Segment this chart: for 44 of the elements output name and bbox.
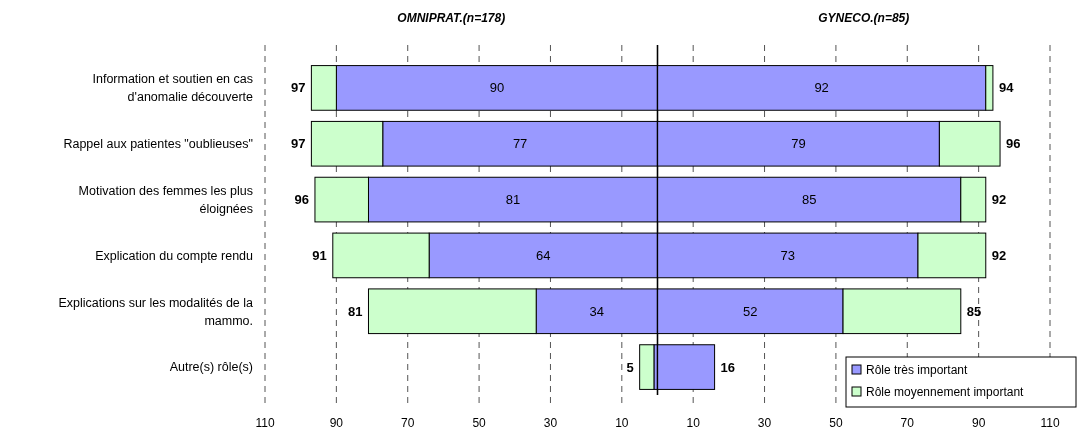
annotation: 94 [998,80,1015,96]
data-label: 79 [791,136,806,152]
chart-title: GYNECO.(n=85) [818,11,910,25]
y-tick-label: Autre(s) rôle(s) [169,360,253,375]
data-label: 85 [801,192,817,208]
x-tick-label: 10 [615,416,629,430]
annotation: 97 [290,136,306,152]
y-tick-label: Rappel aux patientes "oublieuses" [63,137,253,152]
y-tick-label: Motivation des femmes les plus éloignées [78,183,253,216]
annotation: 96 [1006,136,1021,152]
annotation: 81 [348,303,363,319]
x-tick-label: 50 [829,416,843,430]
x-tick-label: 50 [472,416,487,430]
x-tick-label: 70 [401,416,415,430]
annotation: 97 [290,80,306,96]
data-label: 34 [589,303,605,319]
annotation: 92 [991,247,1007,263]
data-label: 77 [512,136,528,152]
legend-label: Rôle moyennement important [866,384,1025,399]
annotation: 16 [720,359,736,375]
annotation: 85 [966,303,982,319]
x-tick-label: 90 [329,416,344,430]
data-label: 64 [536,247,551,263]
annotation: 96 [294,192,309,208]
y-tick-label: Information et soutien en cas d'anomalie découverte [92,72,254,105]
data-label: 52 [743,303,758,319]
data-label: 81 [505,192,521,208]
data-label: 90 [489,80,505,96]
data-label: 73 [780,247,795,263]
x-tick-label: 30 [757,416,772,430]
x-tick-label: 30 [543,416,558,430]
legend-label: Rôle très important [866,362,969,377]
y-tick-label: Explications sur les modalités de la mammo. [58,295,254,328]
chart-title: OMNIPRAT.(n=178) [397,11,506,25]
y-tick-label: Explication du compte rendu [95,248,254,263]
x-tick-label: 10 [686,416,701,430]
x-tick-label: 110 [255,416,275,430]
x-tick-label: 110 [1040,416,1060,430]
data-label: 92 [814,80,829,96]
annotation: 91 [312,247,327,263]
x-tick-label: 90 [971,416,986,430]
annotation: 5 [626,359,634,375]
annotation: 92 [991,192,1007,208]
x-tick-label: 70 [900,416,915,430]
